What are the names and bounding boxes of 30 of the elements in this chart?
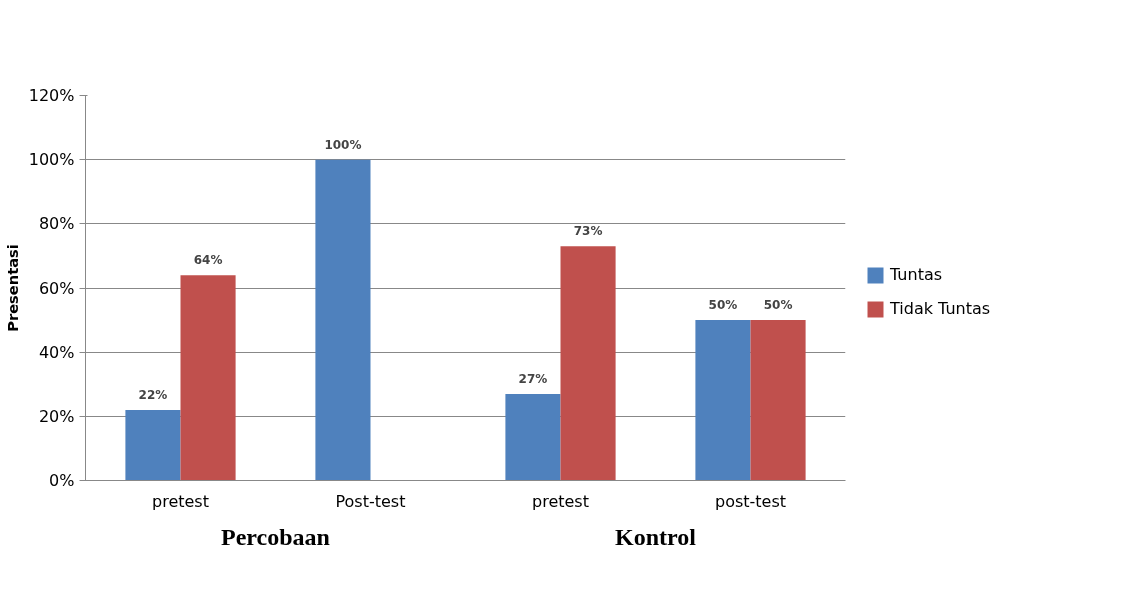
x-tick-label: pretest: [532, 491, 589, 511]
x-tick-label: Post-test: [335, 491, 406, 511]
bar: [505, 393, 561, 481]
x-tick-label: post-test: [714, 491, 787, 511]
data-label: 22%: [138, 387, 168, 402]
data-label: 100%: [324, 137, 362, 152]
data-label: 50%: [763, 298, 793, 313]
y-axis-title: Presentasi: [3, 244, 21, 332]
data-label: 73%: [573, 224, 603, 239]
bar: [695, 320, 751, 481]
text: Kontrol: [615, 523, 697, 550]
data-label: 27%: [518, 371, 548, 386]
y-tick-label: 100%: [28, 150, 75, 170]
legend-label: Tidak Tuntas: [890, 299, 991, 318]
y-tick-label: 0%: [49, 471, 75, 490]
bar: [750, 320, 806, 481]
data-label: 50%: [708, 298, 738, 313]
x-tick-label: pretest: [152, 491, 209, 511]
text: Percobaan: [221, 523, 330, 550]
y-tick-label: 60%: [38, 278, 75, 298]
y-tick-label: 80%: [38, 214, 75, 234]
bar: [315, 159, 371, 481]
y-tick-label: 120%: [28, 86, 75, 105]
bar: [180, 275, 236, 481]
legend-label: Tuntas: [890, 265, 943, 284]
data-label: 64%: [193, 253, 223, 268]
bar: [560, 246, 616, 481]
bar: [125, 409, 181, 481]
y-tick-label: 20%: [38, 406, 75, 426]
y-tick-label: 40%: [38, 342, 75, 362]
